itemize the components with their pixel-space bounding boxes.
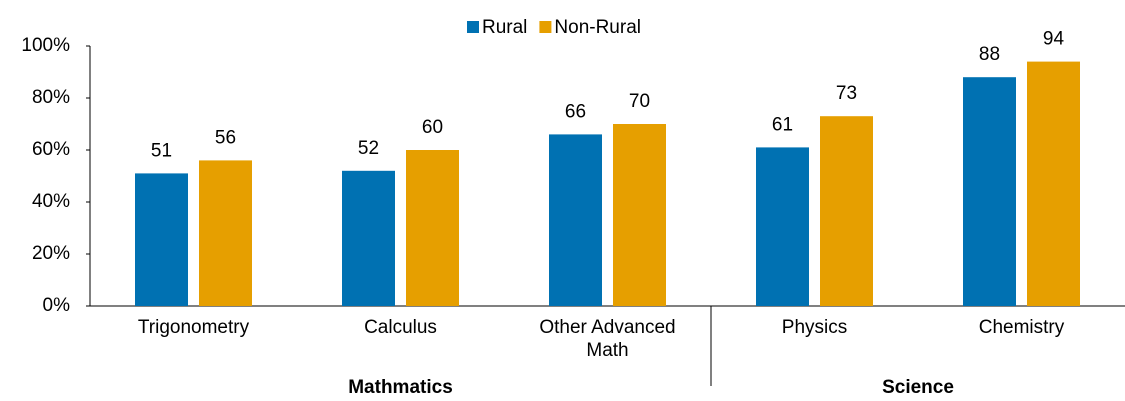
y-tick-label: 40% [32,191,70,212]
data-label: 61 [772,114,793,135]
x-label-box: Chemistry [978,317,1065,338]
y-tick-label: 20% [32,243,70,264]
data-label: 51 [151,140,172,161]
bar [613,124,666,306]
data-label: 56 [215,127,236,148]
y-tick-label: 80% [32,87,70,108]
x-tick-label: Trigonometry [137,317,250,338]
data-label: 88 [979,44,1000,65]
data-label: 73 [836,83,857,104]
y-tick-label: 0% [43,295,71,316]
x-tick-label: Chemistry [978,317,1065,338]
x-label-box: Physics [781,317,848,338]
x-label-box: Trigonometry [137,317,250,338]
x-tick-label: Other Advanced Math [539,317,676,361]
data-label: 60 [422,117,443,138]
bar [549,134,602,306]
group-label: Science [882,377,954,398]
legend-label: Rural [482,17,527,38]
bar [406,150,459,306]
bar [199,160,252,306]
data-label: 94 [1043,29,1065,50]
data-label: 52 [358,138,379,159]
x-tick-label: Calculus [364,317,437,338]
y-tick-label: 100% [21,35,70,56]
bar [820,116,873,306]
y-tick-label: 60% [32,139,70,160]
bar [135,173,188,306]
x-tick-label: Physics [781,317,848,338]
legend-label: Non-Rural [554,17,641,38]
legend-swatch [539,21,552,33]
group-label: Mathmatics [348,377,453,398]
bar [1027,61,1080,306]
x-label-box: Other Advanced Math [539,317,676,361]
legend-swatch [467,21,479,33]
data-label: 66 [565,101,586,122]
data-label: 70 [629,91,650,112]
bar [963,77,1016,306]
bar [342,170,395,306]
x-label-box: Calculus [364,317,437,338]
bar [756,147,809,306]
